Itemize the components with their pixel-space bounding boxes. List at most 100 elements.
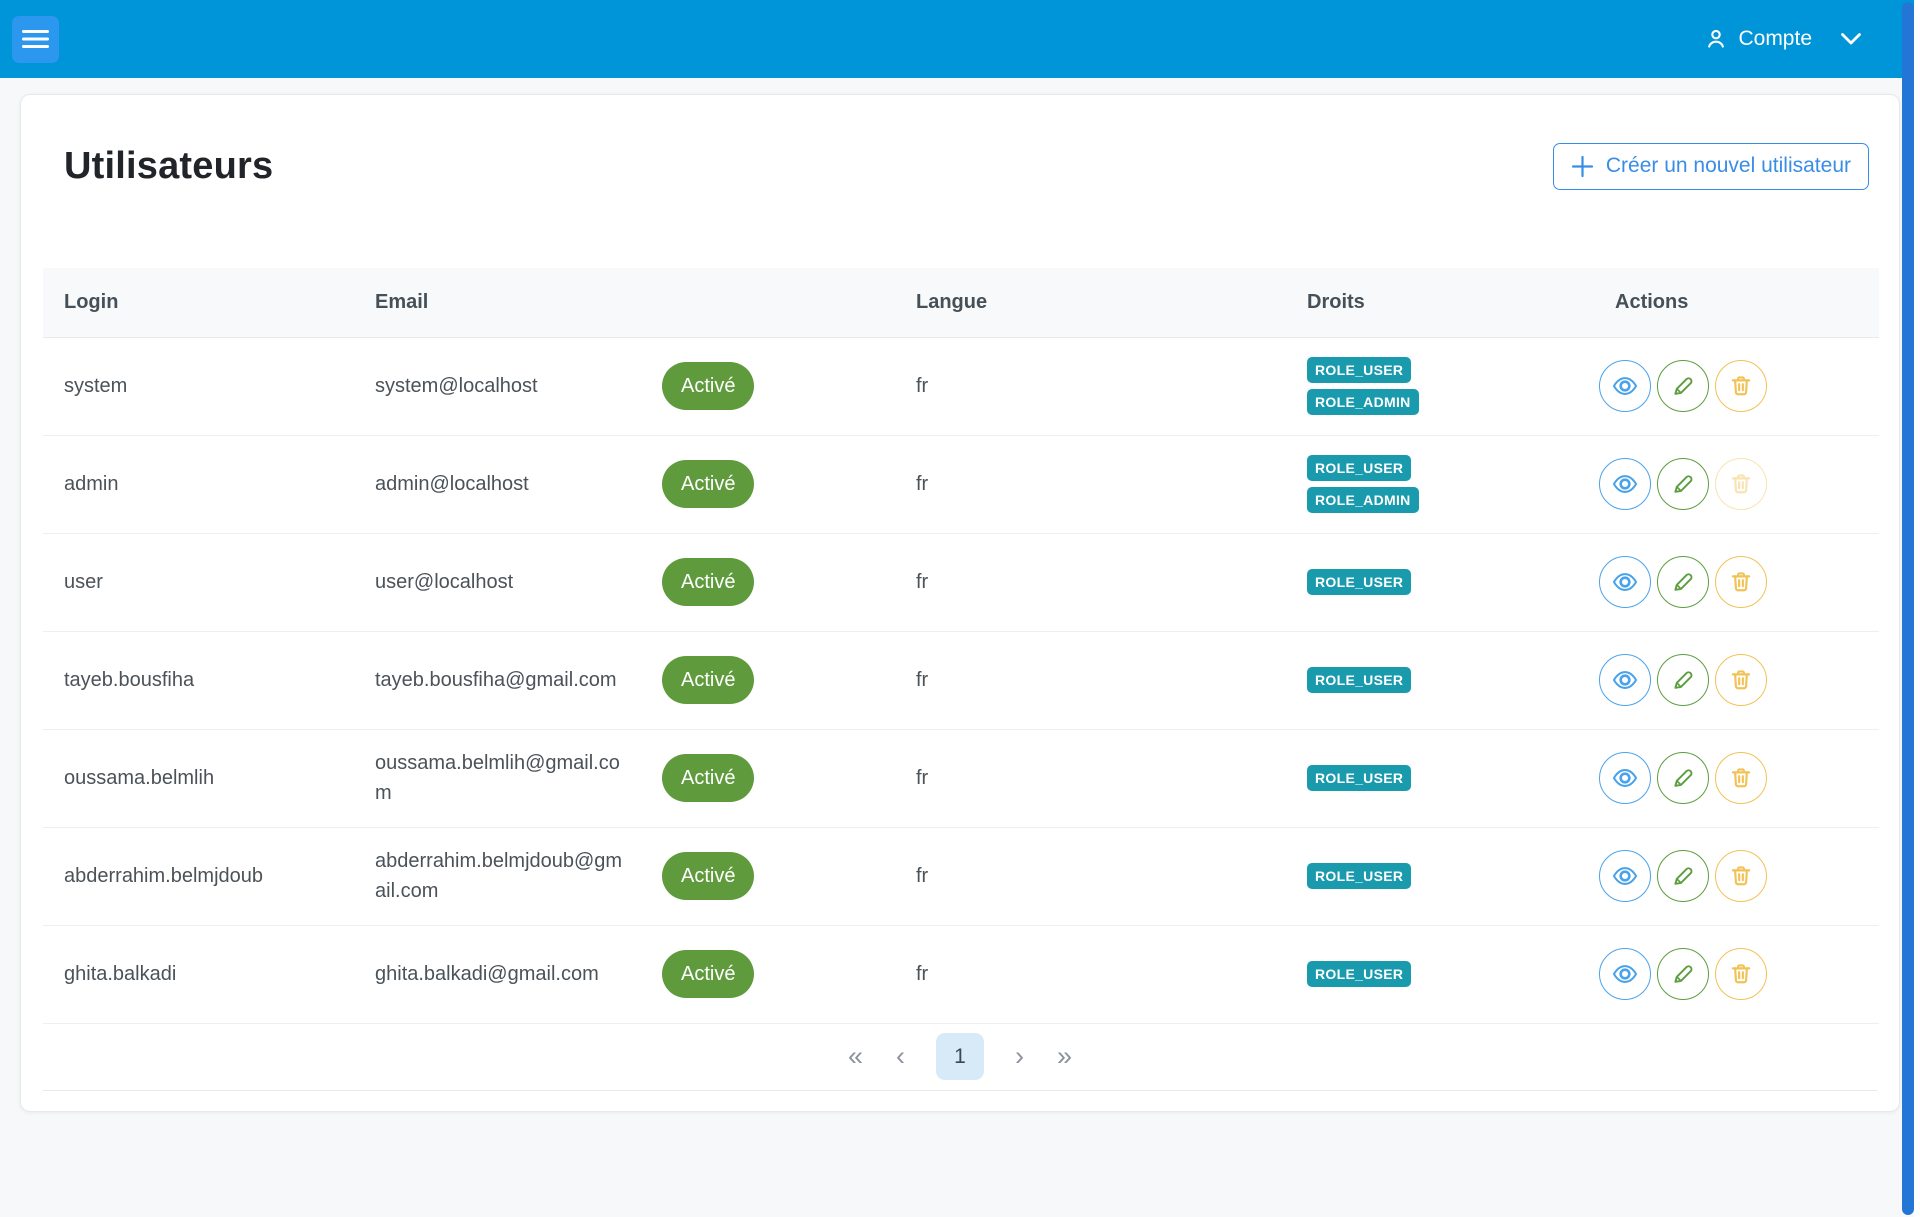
status-badge[interactable]: Activé bbox=[662, 656, 755, 704]
login-cell: system bbox=[43, 337, 354, 436]
role-badge: ROLE_USER bbox=[1307, 569, 1412, 595]
scrollbar-thumb[interactable] bbox=[1902, 2, 1914, 1215]
header-droits: Droits bbox=[1286, 268, 1594, 338]
header-actions: Actions bbox=[1594, 268, 1879, 338]
delete-user-button[interactable] bbox=[1715, 654, 1767, 706]
edit-user-button[interactable] bbox=[1657, 948, 1709, 1000]
table-row: ghita.balkadi ghita.balkadi@gmail.com Ac… bbox=[43, 925, 1879, 1024]
delete-user-button[interactable] bbox=[1715, 948, 1767, 1000]
delete-user-button[interactable] bbox=[1715, 360, 1767, 412]
status-badge[interactable]: Activé bbox=[662, 950, 755, 998]
droits-cell: ROLE_USER bbox=[1286, 925, 1594, 1024]
scrollbar-track[interactable] bbox=[1914, 0, 1920, 1217]
status-badge[interactable]: Activé bbox=[662, 754, 755, 802]
delete-user-button[interactable] bbox=[1715, 752, 1767, 804]
login-cell: user bbox=[43, 533, 354, 632]
edit-user-button[interactable] bbox=[1657, 556, 1709, 608]
pagination: « ‹ 1 › » bbox=[43, 1024, 1877, 1091]
pencil-icon bbox=[1670, 471, 1696, 497]
langue-cell: fr bbox=[895, 435, 1286, 534]
pencil-icon bbox=[1670, 373, 1696, 399]
trash-icon bbox=[1728, 471, 1754, 497]
page-title: Utilisateurs bbox=[64, 144, 274, 187]
chevron-down-icon bbox=[1840, 32, 1862, 46]
droits-cell: ROLE_USER bbox=[1286, 827, 1594, 926]
email-cell: tayeb.bousfiha@gmail.com bbox=[354, 631, 641, 730]
table-row: system system@localhost Activé fr ROLE_U… bbox=[43, 337, 1879, 436]
status-badge[interactable]: Activé bbox=[662, 852, 755, 900]
actions-cell bbox=[1594, 925, 1879, 1024]
roles-list: ROLE_USER bbox=[1307, 863, 1584, 889]
eye-icon bbox=[1612, 373, 1638, 399]
menu-toggle-button[interactable] bbox=[12, 15, 59, 63]
delete-user-button[interactable] bbox=[1715, 850, 1767, 902]
status-badge[interactable]: Activé bbox=[662, 362, 755, 410]
roles-list: ROLE_USER bbox=[1307, 765, 1584, 791]
view-user-button[interactable] bbox=[1599, 948, 1651, 1000]
pencil-icon bbox=[1670, 765, 1696, 791]
trash-icon bbox=[1728, 863, 1754, 889]
trash-icon bbox=[1728, 667, 1754, 693]
role-badge: ROLE_USER bbox=[1307, 667, 1412, 693]
pagination-page-1-button[interactable]: 1 bbox=[936, 1033, 984, 1080]
view-user-button[interactable] bbox=[1599, 752, 1651, 804]
login-cell: abderrahim.belmjdoub bbox=[43, 827, 354, 926]
trash-icon bbox=[1728, 765, 1754, 791]
eye-icon bbox=[1612, 569, 1638, 595]
view-user-button[interactable] bbox=[1599, 556, 1651, 608]
view-user-button[interactable] bbox=[1599, 360, 1651, 412]
edit-user-button[interactable] bbox=[1657, 360, 1709, 412]
status-badge[interactable]: Activé bbox=[662, 460, 755, 508]
plus-icon bbox=[1571, 155, 1594, 178]
table-row: user user@localhost Activé fr ROLE_USER bbox=[43, 533, 1879, 632]
header-status bbox=[641, 268, 895, 338]
email-cell: abderrahim.belmjdoub@gmail.com bbox=[354, 827, 641, 926]
header-login: Login bbox=[43, 268, 354, 338]
create-user-button[interactable]: Créer un nouvel utilisateur bbox=[1552, 142, 1869, 190]
delete-user-button[interactable] bbox=[1715, 458, 1767, 510]
eye-icon bbox=[1612, 667, 1638, 693]
actions-cell bbox=[1594, 337, 1879, 436]
pagination-first-button[interactable]: « bbox=[847, 1041, 863, 1071]
pagination-next-button[interactable]: › bbox=[1015, 1041, 1024, 1071]
pagination-last-button[interactable]: » bbox=[1057, 1041, 1073, 1071]
hamburger-icon bbox=[22, 29, 49, 49]
edit-user-button[interactable] bbox=[1657, 458, 1709, 510]
roles-list: ROLE_USER ROLE_ADMIN bbox=[1307, 357, 1584, 415]
role-badge: ROLE_USER bbox=[1307, 863, 1412, 889]
status-badge[interactable]: Activé bbox=[662, 558, 755, 606]
actions-cell bbox=[1594, 631, 1879, 730]
table-row: admin admin@localhost Activé fr ROLE_USE… bbox=[43, 435, 1879, 534]
view-user-button[interactable] bbox=[1599, 458, 1651, 510]
trash-icon bbox=[1728, 961, 1754, 987]
edit-user-button[interactable] bbox=[1657, 752, 1709, 804]
droits-cell: ROLE_USER bbox=[1286, 631, 1594, 730]
pencil-icon bbox=[1670, 863, 1696, 889]
role-badge: ROLE_USER bbox=[1307, 455, 1412, 481]
langue-cell: fr bbox=[895, 533, 1286, 632]
trash-icon bbox=[1728, 373, 1754, 399]
droits-cell: ROLE_USER bbox=[1286, 729, 1594, 828]
roles-list: ROLE_USER bbox=[1307, 569, 1584, 595]
langue-cell: fr bbox=[895, 337, 1286, 436]
view-user-button[interactable] bbox=[1599, 850, 1651, 902]
actions-cell bbox=[1594, 533, 1879, 632]
account-menu[interactable]: Compte bbox=[1704, 27, 1862, 51]
eye-icon bbox=[1612, 471, 1638, 497]
status-cell: Activé bbox=[641, 435, 895, 534]
edit-user-button[interactable] bbox=[1657, 850, 1709, 902]
actions-cell bbox=[1594, 729, 1879, 828]
status-cell: Activé bbox=[641, 337, 895, 436]
view-user-button[interactable] bbox=[1599, 654, 1651, 706]
roles-list: ROLE_USER ROLE_ADMIN bbox=[1307, 455, 1584, 513]
email-cell: user@localhost bbox=[354, 533, 641, 632]
langue-cell: fr bbox=[895, 631, 1286, 730]
card-header: Utilisateurs Créer un nouvel utilisateur bbox=[43, 95, 1877, 191]
status-cell: Activé bbox=[641, 827, 895, 926]
droits-cell: ROLE_USER ROLE_ADMIN bbox=[1286, 435, 1594, 534]
delete-user-button[interactable] bbox=[1715, 556, 1767, 608]
pagination-previous-button[interactable]: ‹ bbox=[896, 1041, 905, 1071]
pencil-icon bbox=[1670, 667, 1696, 693]
edit-user-button[interactable] bbox=[1657, 654, 1709, 706]
email-cell: ghita.balkadi@gmail.com bbox=[354, 925, 641, 1024]
